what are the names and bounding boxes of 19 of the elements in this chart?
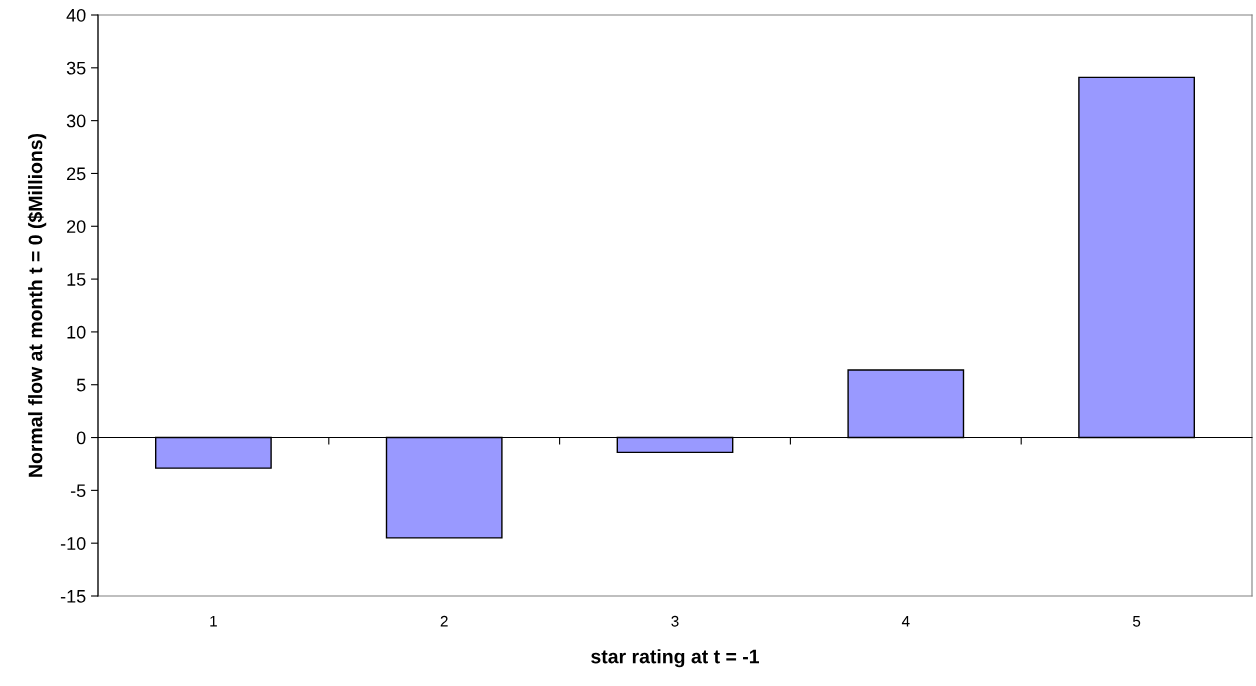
y-tick-label: -10	[60, 537, 86, 550]
y-tick-label: 40	[66, 8, 86, 22]
x-tick-label: 3	[671, 615, 679, 627]
y-tick-label: 0	[76, 431, 86, 445]
y-tick-label: 30	[66, 114, 86, 128]
y-tick-label: 15	[67, 273, 86, 286]
x-tick-label: 2	[440, 615, 448, 627]
y-tick-label: -15	[60, 590, 86, 603]
x-axis-title: star rating at t = -1	[591, 649, 760, 668]
y-tick-label: 5	[76, 378, 86, 392]
y-tick-label: 20	[67, 220, 86, 233]
x-tick-label: 4	[901, 616, 910, 627]
x-tick-label: 5	[1132, 616, 1141, 627]
y-tick-label: 35	[66, 61, 86, 75]
y-tick-label: -5	[70, 484, 86, 498]
y-tick-label: 25	[67, 167, 86, 181]
y-tick-label: 10	[67, 325, 86, 339]
y-axis-title: Normal flow at month t = 0 ($Millions)	[27, 133, 47, 477]
x-tick-label: 1	[210, 616, 217, 627]
